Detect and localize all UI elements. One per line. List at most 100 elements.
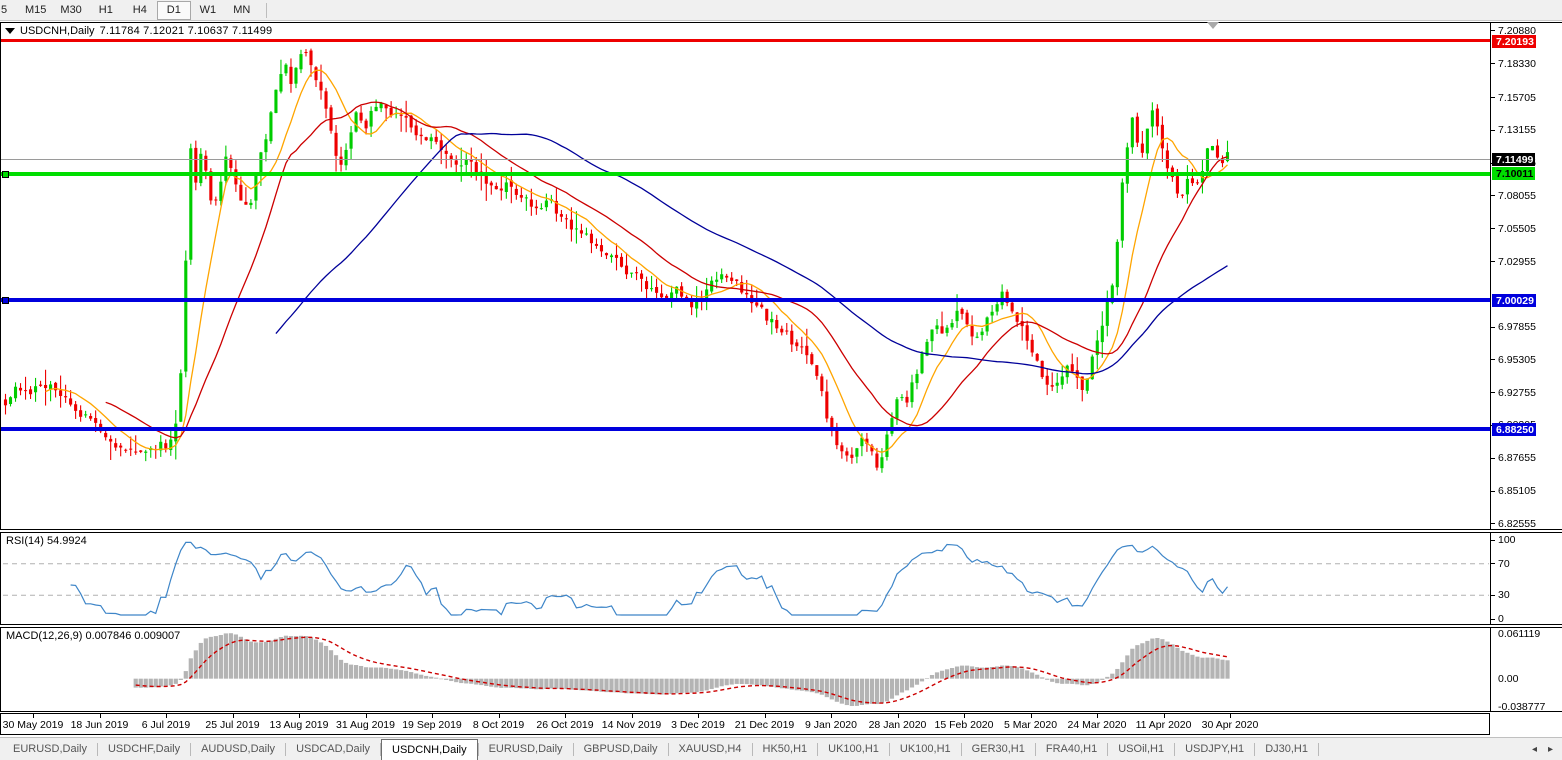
time-tick bbox=[831, 714, 832, 718]
macd-scale[interactable]: 0.061119 0.00 -0.038777 bbox=[1490, 627, 1562, 713]
chart-tab-gbpusd-daily[interactable]: GBPUSD,Daily bbox=[583, 743, 658, 755]
tab-separator bbox=[1317, 742, 1319, 756]
tab-prev-icon[interactable]: ◂ bbox=[1531, 743, 1537, 755]
timeframe-button-w1[interactable]: W1 bbox=[199, 4, 217, 16]
triangle-down-icon[interactable] bbox=[5, 28, 15, 34]
time-tick bbox=[166, 714, 167, 718]
time-label-1: 18 Jun 2019 bbox=[70, 719, 129, 731]
chart-ohlc-values: 7.11784 7.12021 7.10637 7.11499 bbox=[99, 25, 273, 37]
tab-next-icon[interactable]: ▸ bbox=[1547, 743, 1553, 755]
price-tick-6.82555: 6.82555 bbox=[1491, 518, 1562, 530]
time-label-9: 14 Nov 2019 bbox=[601, 719, 662, 731]
time-tick bbox=[498, 714, 500, 718]
rsi-scale[interactable]: 100 70 30 0 bbox=[1490, 532, 1562, 625]
tab-separator bbox=[96, 742, 98, 756]
price-badge-resistance[interactable]: 7.20193 bbox=[1492, 35, 1536, 48]
timeframe-button-mn[interactable]: MN bbox=[233, 4, 251, 16]
tab-separator bbox=[1254, 742, 1256, 756]
chart-tab-xauusd-h4[interactable]: XAUUSD,H4 bbox=[678, 743, 742, 755]
time-label-18: 30 Apr 2020 bbox=[1201, 719, 1259, 731]
time-tick bbox=[764, 714, 766, 718]
rsi-tick-70: 70 bbox=[1491, 558, 1562, 570]
chart-symbol-header: USDCNH,Daily 7.11784 7.12021 7.10637 7.1… bbox=[5, 25, 272, 37]
timeframe-button-h4[interactable]: H4 bbox=[132, 4, 147, 16]
macd-label: MACD(12,26,9) 0.007846 0.009007 bbox=[6, 630, 181, 642]
price-scale[interactable]: 7.208807.183307.157057.131557.106057.080… bbox=[1490, 22, 1562, 530]
support-line-7.00029-handle[interactable] bbox=[2, 297, 9, 304]
chart-tab-fra40-h1[interactable]: FRA40,H1 bbox=[1045, 743, 1098, 755]
time-scale[interactable]: 30 May 2019 18 Jun 2019 6 Jul 2019 25 Jul 2… bbox=[0, 713, 1490, 735]
time-tick bbox=[1097, 714, 1098, 718]
price-tick-7.18330: 7.18330 bbox=[1491, 58, 1562, 70]
time-label-7: 8 Oct 2019 bbox=[472, 719, 525, 731]
time-label-11: 21 Dec 2019 bbox=[734, 719, 795, 731]
resistance-line-7.20193[interactable] bbox=[1, 39, 1490, 42]
last-price-line bbox=[1, 159, 1490, 160]
price-tick-6.92755: 6.92755 bbox=[1491, 387, 1562, 399]
price-badge-support-lower[interactable]: 6.88250 bbox=[1492, 423, 1536, 436]
chart-tab-usdjpy-h1[interactable]: USDJPY,H1 bbox=[1185, 743, 1245, 755]
timeframe-button-m30[interactable]: M30 bbox=[60, 4, 82, 16]
chart-tab-eurusd-daily[interactable]: EURUSD,Daily bbox=[488, 743, 563, 755]
time-tick bbox=[232, 714, 234, 718]
tab-separator bbox=[1034, 742, 1036, 756]
toolbar-divider bbox=[265, 2, 267, 18]
chart-tab-uk100-h1[interactable]: UK100,H1 bbox=[899, 743, 951, 755]
chart-tab-hk50-h1[interactable]: HK50,H1 bbox=[762, 743, 808, 755]
chart-symbol-label: USDCNH,Daily bbox=[20, 25, 95, 37]
time-tick bbox=[1030, 714, 1032, 718]
time-label-6: 19 Sep 2019 bbox=[402, 719, 462, 731]
price-tick-6.97855: 6.97855 bbox=[1491, 321, 1562, 333]
price-badge-current-level[interactable]: 7.10011 bbox=[1492, 167, 1536, 180]
rsi-label: RSI(14) 54.9924 bbox=[6, 535, 87, 547]
price-badge-last-price[interactable]: 7.11499 bbox=[1492, 153, 1536, 166]
time-label-16: 24 Mar 2020 bbox=[1067, 719, 1127, 731]
price-tick-7.08055: 7.08055 bbox=[1491, 190, 1562, 202]
macd-tick-0.061119: 0.061119 bbox=[1498, 628, 1541, 640]
chart-tab-uk100-h1[interactable]: UK100,H1 bbox=[828, 743, 879, 755]
tab-separator bbox=[1174, 742, 1176, 756]
support-line-6.88250[interactable] bbox=[1, 427, 1490, 431]
chart-tab-audusd-daily[interactable]: AUDUSD,Daily bbox=[201, 743, 276, 755]
chart-tab-dj30-h1[interactable]: DJ30,H1 bbox=[1265, 743, 1308, 755]
tab-separator bbox=[1107, 742, 1109, 756]
price-badge-support-upper[interactable]: 7.00029 bbox=[1492, 294, 1536, 307]
timeframe-button-d1[interactable]: D1 bbox=[156, 0, 191, 20]
chart-tab-usdchf-daily[interactable]: USDCHF,Daily bbox=[107, 743, 181, 755]
time-tick bbox=[1163, 714, 1165, 718]
time-tick bbox=[897, 714, 899, 718]
chart-tab-usoil-h1[interactable]: USOil,H1 bbox=[1118, 743, 1165, 755]
timeframe-button-m15[interactable]: M15 bbox=[25, 4, 47, 16]
timeframe-button-h1[interactable]: H1 bbox=[98, 4, 113, 16]
current-level-line-7.10011[interactable] bbox=[1, 172, 1490, 176]
macd-plot bbox=[133, 633, 1230, 707]
time-label-10: 3 Dec 2019 bbox=[671, 719, 725, 731]
tab-separator bbox=[960, 742, 962, 756]
time-tick bbox=[1230, 714, 1231, 718]
timeframe-button-m5[interactable]: 5 bbox=[1, 4, 8, 16]
chart-tab-ger30-h1[interactable]: GER30,H1 bbox=[971, 743, 1025, 755]
price-tick-7.15705: 7.15705 bbox=[1491, 92, 1562, 104]
support-line-7.00029[interactable] bbox=[1, 298, 1490, 302]
chart-tab-usdcnh-daily[interactable]: USDCNH,Daily bbox=[381, 738, 478, 760]
time-tick bbox=[365, 714, 367, 718]
tab-separator bbox=[285, 742, 287, 756]
current-level-line-handle[interactable] bbox=[2, 171, 9, 178]
time-tick bbox=[565, 714, 566, 718]
tab-separator bbox=[751, 742, 753, 756]
time-label-13: 28 Jan 2020 bbox=[868, 719, 927, 731]
price-pane[interactable]: USDCNH,Daily 7.11784 7.12021 7.10637 7.1… bbox=[0, 22, 1490, 530]
chart-tab-usdcad-daily[interactable]: USDCAD,Daily bbox=[296, 743, 371, 755]
time-label-14: 15 Feb 2020 bbox=[934, 719, 994, 731]
time-tick bbox=[99, 714, 101, 718]
chart-tab-eurusd-daily[interactable]: EURUSD,Daily bbox=[13, 743, 87, 755]
tab-separator bbox=[667, 742, 669, 756]
timeframe-toolbar: 5 M15 M30 H1 H4 D1 W1 MN bbox=[0, 0, 1562, 21]
macd-pane[interactable]: MACD(12,26,9) 0.007846 0.009007 bbox=[0, 627, 1490, 712]
rsi-tick-0: 0 bbox=[1491, 613, 1562, 625]
tab-separator bbox=[477, 742, 479, 756]
chart-tab-bar: EURUSD,Daily USDCHF,Daily AUDUSD,Daily USDC… bbox=[0, 737, 1562, 760]
tab-separator bbox=[190, 742, 192, 756]
rsi-pane[interactable]: RSI(14) 54.9924 bbox=[0, 532, 1490, 625]
